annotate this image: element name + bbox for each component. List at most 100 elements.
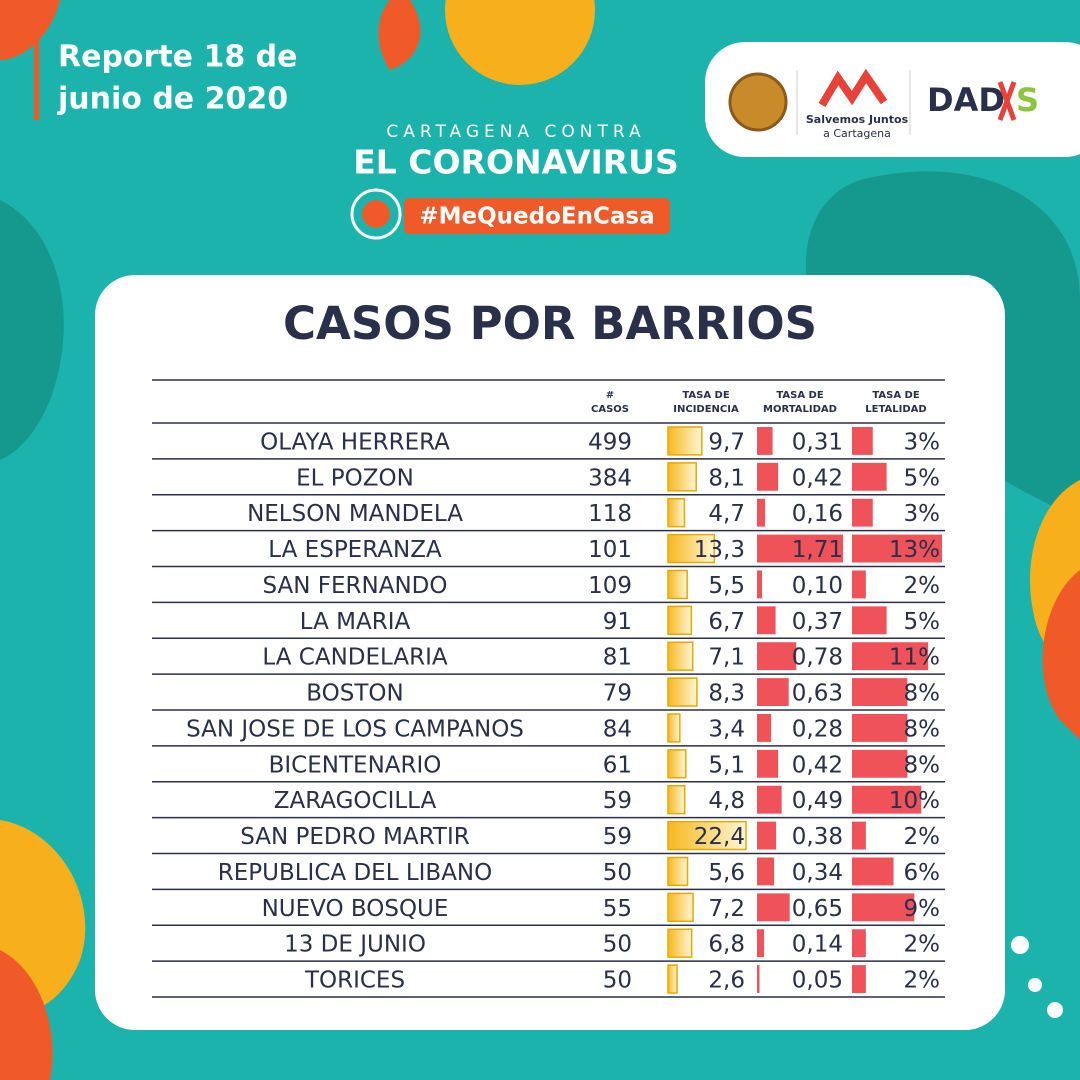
incidencia-value: 5,6 (708, 860, 745, 886)
data-bar (757, 570, 763, 599)
barrio: LA ESPERANZA (268, 537, 442, 563)
incidencia-value: 3,4 (708, 716, 745, 742)
mortalidad-value: 0,65 (792, 896, 843, 922)
barrio: EL POZON (296, 465, 414, 491)
mortalidad-value: 0,34 (792, 860, 843, 886)
incidencia-value: 6,7 (708, 609, 745, 635)
mortalidad-value: 0,16 (792, 501, 843, 527)
column-header: LETALIDAD (865, 404, 926, 415)
data-bar (667, 820, 747, 851)
incidencia-value: 7,2 (708, 896, 745, 922)
mortalidad-value: 0,37 (792, 609, 843, 635)
column-header: TASA DE (872, 390, 920, 401)
letalidad-value: 13% (889, 537, 940, 563)
mortalidad-value: 0,31 (792, 429, 843, 455)
letalidad-value: 6% (904, 860, 941, 886)
barrio: NUEVO BOSQUE (262, 896, 449, 922)
barrio: OLAYA HERRERA (260, 429, 450, 455)
incidencia-value: 8,3 (708, 681, 745, 707)
data-bar (667, 462, 697, 492)
data-bar (667, 533, 716, 564)
mortalidad-value: 0,38 (792, 824, 843, 850)
barrio: LA MARIA (300, 609, 411, 635)
data-bar (757, 749, 779, 778)
letalidad-value: 2% (904, 824, 941, 850)
data-bar (757, 965, 760, 993)
letalidad-value: 8% (904, 681, 941, 707)
mortalidad-value: 0,14 (792, 932, 843, 958)
hashtag-badge (404, 198, 670, 234)
data-bar (757, 606, 776, 635)
data-bar (852, 857, 894, 886)
column-header: INCIDENCIA (673, 404, 739, 415)
mortalidad-value: 0,49 (792, 788, 843, 814)
data-bar (667, 856, 689, 887)
salvemos-logo (818, 68, 888, 108)
data-bar (852, 427, 873, 455)
letalidad-value: 11% (889, 645, 940, 671)
data-bar (667, 498, 686, 528)
data-bar (757, 498, 766, 527)
barrio: 13 DE JUNIO (284, 932, 426, 958)
barrio: LA CANDELARIA (262, 645, 447, 671)
mortalidad-value: 0,63 (792, 681, 843, 707)
column-header: MORTALIDAD (763, 404, 837, 415)
barrio: NELSON MANDELA (247, 501, 463, 527)
data-bar (667, 749, 687, 779)
mortalidad-value: 0,42 (792, 465, 843, 491)
mortalidad-value: 0,10 (792, 573, 843, 599)
column-header: TASA DE (776, 390, 824, 401)
data-bar (757, 427, 773, 455)
data-bar (852, 749, 908, 778)
data-bar (852, 534, 942, 563)
data-bar (757, 678, 789, 706)
column-header: CASOS (591, 404, 629, 415)
data-bar (667, 569, 688, 600)
data-bar (757, 462, 779, 491)
data-bar (667, 928, 693, 958)
data-bar (757, 714, 772, 742)
mortalidad-value: 0,28 (792, 716, 843, 742)
seal-logo (728, 72, 788, 132)
incidencia-value: 5,1 (708, 752, 745, 778)
logo-text: Salvemos Juntos (806, 113, 909, 126)
casos: 55 (603, 896, 632, 922)
incidencia-value: 4,7 (708, 501, 745, 527)
data-bar (757, 857, 775, 886)
barrio: BOSTON (306, 681, 403, 707)
data-bar (852, 606, 887, 635)
casos: 84 (603, 716, 632, 742)
report-date: Reporte 18 de (58, 40, 297, 75)
report-date: junio de 2020 (57, 82, 288, 117)
mortalidad-value: 0,42 (792, 752, 843, 778)
barrio: ZARAGOCILLA (274, 788, 437, 814)
incidencia-value: 2,6 (708, 968, 745, 994)
letalidad-value: 10% (889, 788, 940, 814)
letalidad-value: 8% (904, 752, 941, 778)
incidencia-value: 6,8 (708, 932, 745, 958)
letalidad-value: 2% (904, 573, 941, 599)
campaign-top: CARTAGENA CONTRA (386, 122, 645, 142)
data-bar (852, 570, 866, 599)
casos: 81 (603, 645, 632, 671)
data-bar (852, 642, 929, 671)
data-bar (667, 964, 678, 994)
dadis-mark (997, 81, 1017, 121)
data-bar (852, 929, 866, 958)
letalidad-value: 9% (904, 896, 941, 922)
mortalidad-value: 0,05 (792, 968, 843, 994)
data-bar (757, 893, 790, 922)
hashtag: #MeQuedoEnCasa (419, 204, 654, 230)
mortalidad-value: 0,78 (792, 645, 843, 671)
casos: 50 (603, 932, 632, 958)
casos: 118 (588, 501, 632, 527)
incidencia-value: 7,1 (708, 645, 745, 671)
virus-icon (350, 188, 402, 240)
letalidad-value: 3% (904, 429, 941, 455)
barrio: BICENTENARIO (269, 752, 442, 778)
barrio: SAN JOSE DE LOS CAMPANOS (186, 716, 524, 742)
data-bar (852, 893, 915, 922)
casos: 61 (603, 752, 632, 778)
incidencia-value: 9,7 (708, 429, 745, 455)
